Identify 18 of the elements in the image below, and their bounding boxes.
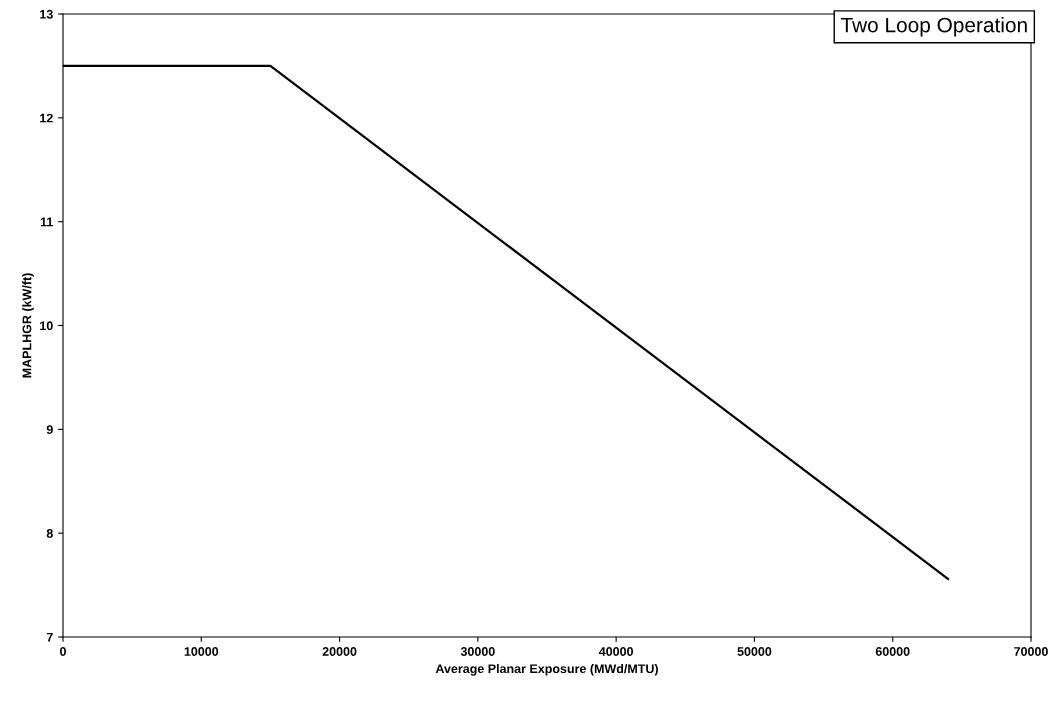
annotation: Two Loop Operation [840, 17, 1027, 37]
x-tick-label: 40000 [598, 647, 634, 656]
y-tick-label: 7 [46, 632, 53, 642]
x-tick-label: 60000 [875, 647, 910, 656]
y-tick-label: 10 [40, 321, 53, 331]
x-axis-title: Average Planar Exposure (MWd/MTU) [435, 663, 658, 676]
x-tick-label: 70000 [1014, 647, 1048, 656]
y-tick-label: 9 [46, 425, 53, 434]
y-tick-label: 11 [40, 217, 53, 227]
y-tick-label: 12 [40, 113, 53, 123]
y-tick-label: 13 [40, 9, 53, 19]
y-axis-title: MAPLHGR (kW/ft) [22, 273, 34, 378]
x-tick-label: 10000 [184, 647, 219, 656]
y-tick-label: 8 [46, 528, 53, 538]
x-tick-label: 30000 [460, 647, 495, 656]
x-tick-label: 0 [60, 647, 66, 656]
x-tick-label: 50000 [737, 647, 772, 656]
x-tick-label: 20000 [322, 647, 357, 656]
